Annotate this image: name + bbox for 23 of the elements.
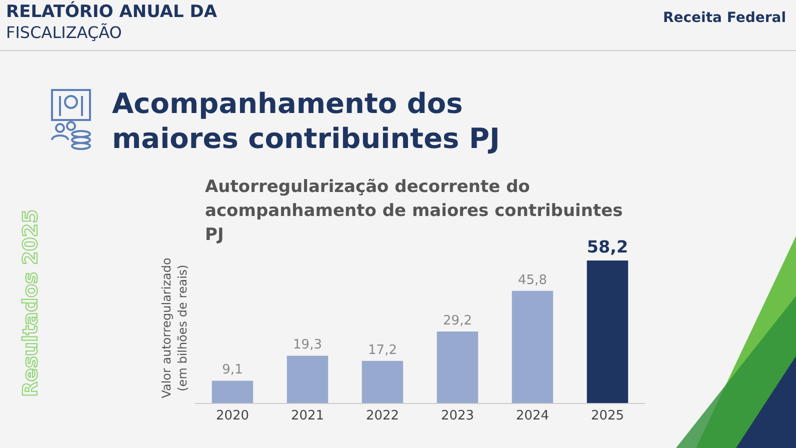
bar xyxy=(586,260,628,403)
x-tick-label: 2024 xyxy=(516,408,550,424)
y-axis-title: Valor autorregularizado (em bilhões de reais) xyxy=(160,258,190,398)
x-tick-label: 2023 xyxy=(440,408,474,424)
bar xyxy=(286,356,328,403)
text: Resultados 2025 xyxy=(18,209,42,397)
text: Receita Federal xyxy=(662,10,786,26)
data-label: 17,2 xyxy=(368,342,397,358)
data-label: 29,2 xyxy=(443,314,472,329)
bar xyxy=(362,360,404,403)
data-label: 9,1 xyxy=(222,362,243,378)
x-tick-label: 2021 xyxy=(290,408,324,424)
x-tick-label: 2025 xyxy=(590,408,624,424)
bar xyxy=(436,332,478,403)
text: RELATÓRIO ANUAL DA xyxy=(6,2,218,22)
text: FISCALIZAÇÃO xyxy=(6,23,122,42)
x-tick-label: 2022 xyxy=(366,408,400,424)
data-label: 19,3 xyxy=(293,338,322,353)
bar xyxy=(512,290,554,403)
chart-title: Acompanhamento dos maiores contribuintes PJ xyxy=(112,86,501,156)
data-label: 45,8 xyxy=(518,272,547,288)
x-tick-label: 2020 xyxy=(216,408,250,424)
bar xyxy=(212,380,254,403)
